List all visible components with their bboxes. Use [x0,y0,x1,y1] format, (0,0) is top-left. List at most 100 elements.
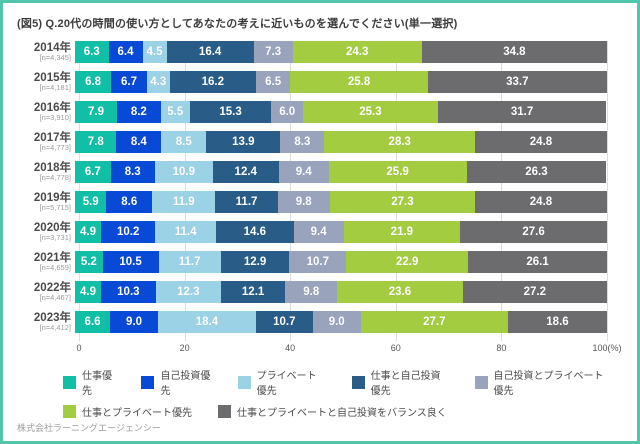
segment-value: 12.4 [234,166,257,178]
bar-track: 5.9 8.6 11.9 11.7 9.8 27.3 24.8 [75,191,607,213]
segment-value: 6.5 [265,76,282,88]
bar-segment: 11.7 [158,251,221,273]
segment-value: 27.2 [523,286,546,298]
chart-row: 2022年 [n=4,467] 4.9 10.3 12.3 12.1 9.8 23.6 27.2 [17,281,607,303]
bar-segment: 4.5 [142,41,167,63]
segment-value: 9.0 [328,316,345,328]
bar-segment: 25.3 [303,101,438,123]
bar-segment: 23.6 [337,281,463,303]
x-axis-tick: 40 [285,343,296,353]
bar-segment: 24.8 [475,191,607,213]
segment-value: 6.8 [85,76,102,88]
segment-value: 8.3 [294,136,311,148]
legend-item: 自己投資とプライベート優先 [474,367,607,397]
segment-value: 26.3 [525,166,548,178]
row-label: 2022年 [n=4,467] [17,282,75,302]
segment-value: 25.3 [359,106,382,118]
segment-value: 28.3 [388,136,411,148]
row-label: 2018年 [n=4,778] [17,162,75,182]
segment-value: 21.9 [390,226,414,238]
segment-value: 13.9 [232,136,255,148]
bar-segment: 9.0 [312,311,361,333]
segment-value: 23.6 [388,286,412,298]
year-label: 2021年 [33,252,71,265]
bar-segment: 27.2 [462,281,607,303]
bar-segment: 12.4 [212,161,279,183]
bar-segment: 8.4 [116,131,162,153]
segment-value: 27.7 [423,316,446,328]
segment-value: 12.9 [243,256,267,268]
segment-value: 5.2 [80,256,97,268]
segment-value: 6.6 [84,316,101,328]
sample-size-label: [n=4,467] [39,293,72,303]
segment-value: 33.7 [506,76,529,88]
legend-item: 仕事優先 [63,367,115,397]
segment-value: 6.7 [84,166,101,178]
bar-segment: 6.8 [75,71,112,93]
x-axis-tick: 0 [76,343,82,353]
row-label: 2021年 [n=4,659] [17,252,75,272]
bar-segment: 27.7 [360,311,509,333]
sample-size-label: [n=3,910] [39,113,72,123]
year-label: 2016年 [33,102,71,115]
bar-segment: 10.3 [101,281,156,303]
segment-value: 8.2 [130,106,147,118]
bar-segment: 15.3 [189,101,272,123]
bar-segment: 9.4 [293,221,344,243]
segment-value: 7.8 [87,136,104,148]
bar-segment: 6.0 [271,101,304,123]
segment-value: 10.7 [306,256,330,268]
segment-value: 22.9 [396,256,419,268]
x-axis-tick: 100(%) [592,343,622,353]
legend-swatch-icon [63,375,76,389]
segment-value: 7.9 [88,106,104,118]
segment-value: 10.5 [119,256,142,268]
bar-segment: 6.3 [75,41,109,63]
bar-track: 6.6 9.0 18.4 10.7 9.0 27.7 18.6 [75,311,607,333]
bar-segment: 8.3 [110,161,155,183]
segment-value: 10.9 [172,166,195,178]
segment-value: 6.4 [117,46,134,58]
source-credit: 株式会社ラーニングエージェンシー [17,423,161,433]
bar-segment: 10.9 [154,161,213,183]
bar-segment: 8.6 [106,191,153,213]
bar-track: 6.3 6.4 4.5 16.4 7.3 24.3 34.8 [75,41,607,63]
bar-segment: 10.5 [102,251,159,273]
segment-value: 11.4 [174,226,197,238]
bar-segment: 5.5 [160,101,190,123]
year-label: 2017年 [33,132,71,145]
legend: 仕事優先 自己投資優先 プライベート優先 仕事と自己投資優先 自己投資とプライベート優先… [63,367,607,419]
x-axis-tick: 60 [390,343,401,353]
segment-value: 11.7 [235,196,258,208]
segment-value: 9.8 [303,286,320,298]
segment-value: 25.8 [347,76,371,88]
segment-value: 34.8 [503,46,526,58]
segment-value: 8.3 [124,166,141,178]
legend-label: 自己投資優先 [160,371,211,397]
bar-track: 6.8 6.7 4.3 16.2 6.5 25.8 33.7 [75,71,607,93]
bar-segment: 6.4 [108,41,143,63]
stacked-bar-chart: 2014年 [n=4,345] 6.3 6.4 4.5 16.4 7.3 24.3 34.8 20… [17,41,622,357]
segment-value: 18.4 [195,316,219,328]
segment-value: 6.0 [279,106,296,118]
segment-value: 11.7 [178,256,201,268]
segment-value: 24.8 [529,196,553,208]
bar-segment: 8.2 [117,101,161,123]
segment-value: 16.4 [198,46,222,58]
chart-row: 2019年 [n=5,715] 5.9 8.6 11.9 11.7 9.8 27.3 24.8 [17,191,607,213]
segment-value: 18.6 [546,316,569,328]
legend-item: 仕事とプライベート優先 [63,404,192,419]
row-label: 2023年 [n=4,412] [17,312,75,332]
bar-segment: 18.6 [508,311,607,333]
bar-segment: 25.8 [290,71,428,93]
bar-segment: 13.9 [206,131,281,153]
sample-size-label: [n=4,778] [39,173,72,183]
gridline [607,41,608,341]
bar-segment: 12.3 [155,281,221,303]
legend-item: 仕事とプライベートと自己投資をバランス良く [218,404,447,419]
bar-segment: 27.6 [460,221,607,243]
segment-value: 12.1 [241,286,265,298]
legend-swatch-icon [141,375,155,389]
bar-segment: 33.7 [427,71,607,93]
chart-row: 2021年 [n=4,659] 5.2 10.5 11.7 12.9 10.7 22.9 26.… [17,251,607,273]
